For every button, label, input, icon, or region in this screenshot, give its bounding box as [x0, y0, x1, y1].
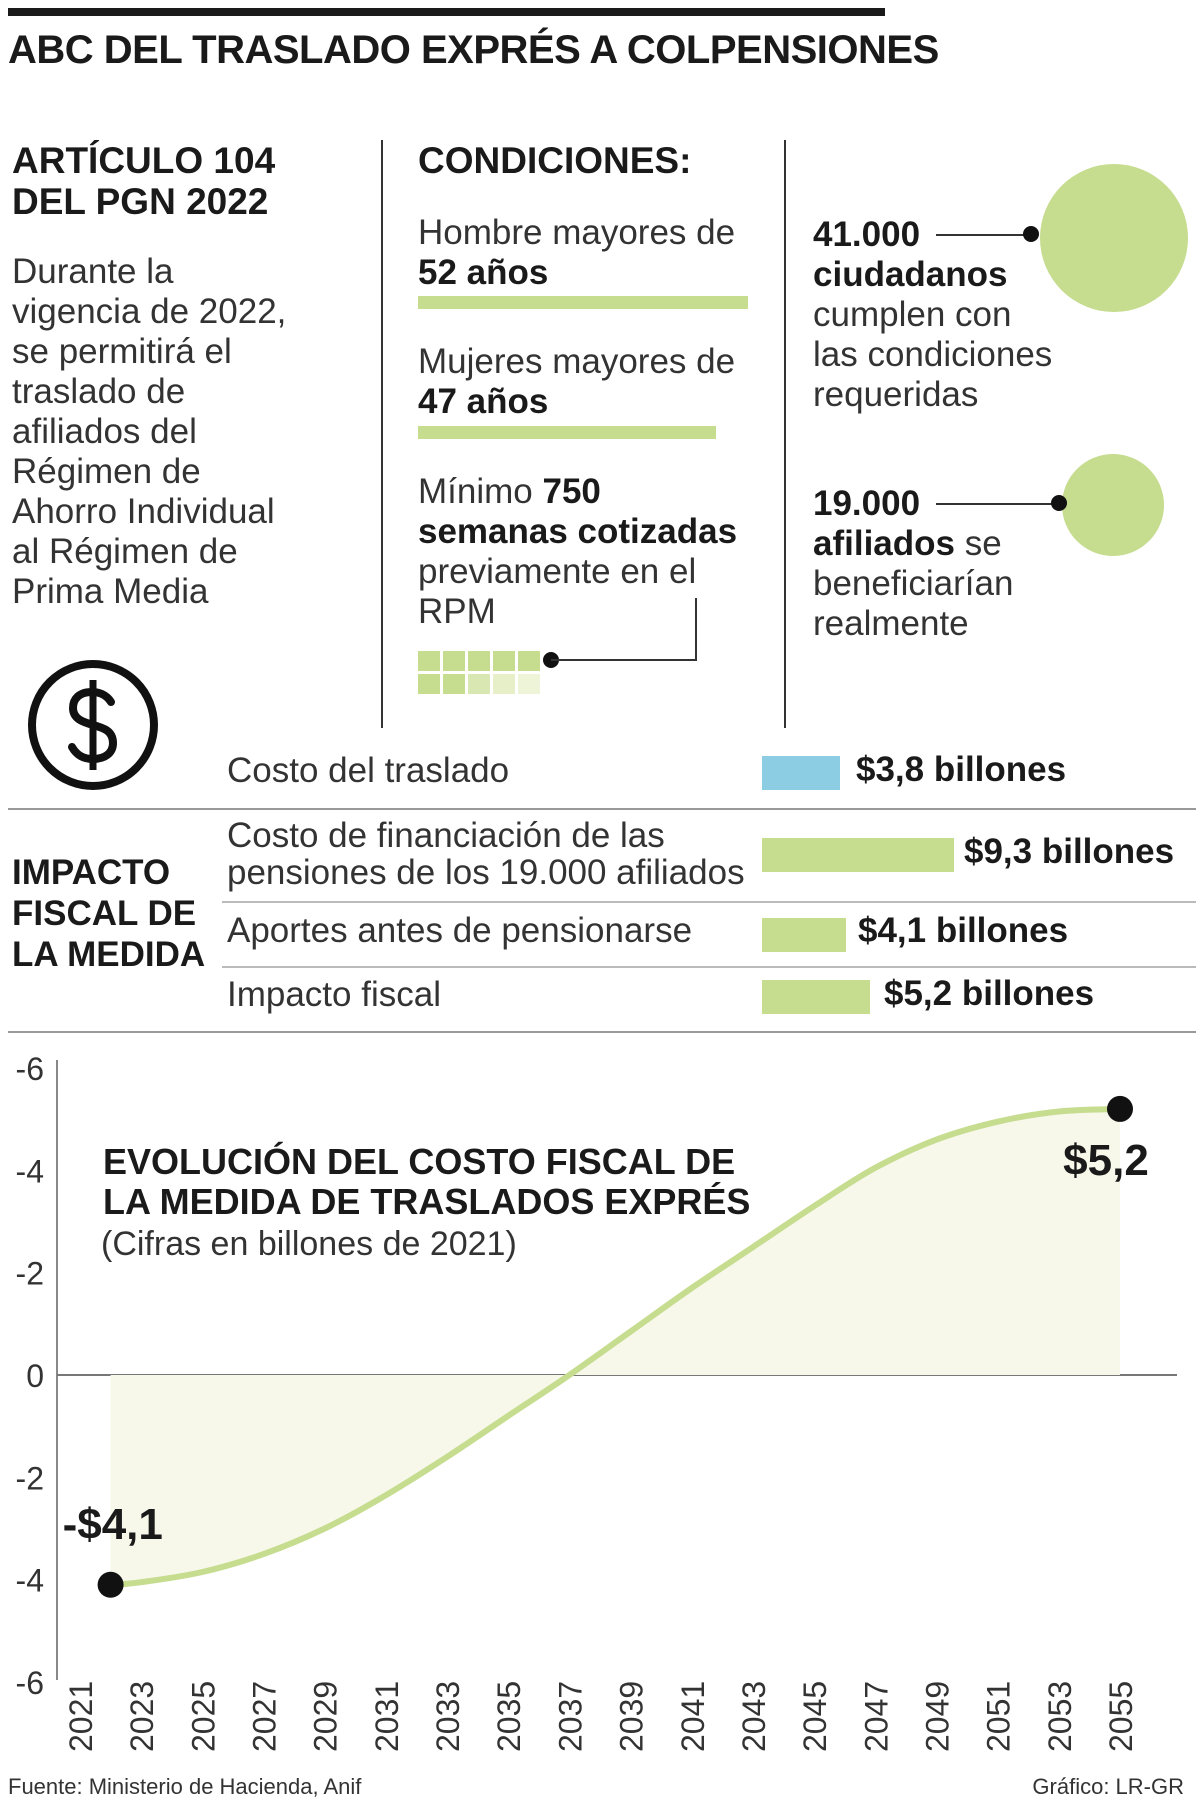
x-tick-label: 2049 — [920, 1681, 956, 1752]
cost-value-3: $4,1 billones — [858, 911, 1069, 950]
cost-bar-1 — [762, 756, 840, 790]
cost-row-label-1: Costo del traslado — [227, 751, 510, 790]
cost-row-label-4: Impacto fiscal — [227, 975, 441, 1014]
condition-men: Hombre mayores de 52 años — [418, 213, 736, 292]
chart-series-line — [110, 1105, 1121, 1588]
dollar-circle-icon — [28, 660, 158, 790]
stat-41000: 41.000 ciudadanos cumplen con las condic… — [813, 215, 1053, 414]
x-tick-label: 2039 — [614, 1681, 650, 1752]
cost-evolution-chart: -6 -4 -2 0 -2 -4 -6 -$4,1 $5,2 EVOLUCIÓN DEL C… — [16, 1051, 1177, 1752]
x-tick-label: 2035 — [491, 1681, 527, 1752]
x-axis-ticks: 2021 2023 2025 2027 2029 2031 2033 2035 2037 2039… — [63, 1681, 1139, 1752]
x-tick-label: 2053 — [1042, 1681, 1078, 1752]
stat2-leader-dot — [1051, 495, 1067, 511]
graphic-credit: Gráfico: LR-GR — [1032, 1774, 1184, 1799]
condition-women: Mujeres mayores de 47 años — [418, 342, 736, 421]
weeks-leader-line — [551, 659, 697, 661]
condition-women-bar — [418, 426, 716, 439]
start-value-label: -$4,1 — [63, 1500, 163, 1549]
stat1-leader-dot — [1023, 226, 1039, 242]
page-title: ABC DEL TRASLADO EXPRÉS A COLPENSIONES — [8, 28, 939, 72]
x-tick-label: 2029 — [308, 1681, 344, 1752]
cost-value-1: $3,8 billones — [856, 750, 1067, 789]
x-tick-label: 2031 — [369, 1681, 405, 1752]
start-point — [97, 1571, 124, 1598]
cost-bar-2 — [762, 838, 954, 872]
chart-subtitle: (Cifras en billones de 2021) — [101, 1225, 517, 1263]
chart-area-fill — [110, 1108, 1121, 1585]
source-note: Fuente: Ministerio de Hacienda, Anif — [8, 1774, 362, 1799]
weeks-leader-vertical — [695, 598, 697, 661]
condition-men-bar — [418, 296, 748, 309]
x-tick-label: 2025 — [185, 1681, 221, 1752]
article-text: Durante la vigencia de 2022, se permitir… — [12, 252, 287, 611]
x-tick-label: 2041 — [675, 1681, 711, 1752]
y-axis-ticks: -6 -4 -2 0 -2 -4 -6 — [16, 1051, 44, 1701]
cost-value-4: $5,2 billones — [884, 974, 1095, 1013]
divider-cost-3 — [222, 966, 1196, 968]
end-point — [1107, 1095, 1133, 1122]
x-tick-label: 2045 — [797, 1681, 833, 1752]
cost-row-label-2: Costo de financiación de las pensiones d… — [227, 816, 745, 892]
x-tick-label: 2051 — [981, 1681, 1017, 1752]
x-tick-label: 2047 — [858, 1681, 894, 1752]
x-tick-label: 2023 — [124, 1681, 160, 1752]
stat2-leader-line — [936, 503, 1056, 505]
x-tick-label: 2055 — [1103, 1681, 1139, 1752]
column-divider-2 — [784, 140, 786, 728]
stat-19000: 19.000 afiliados se beneficiarían realme… — [813, 484, 1014, 643]
conditions-heading: CONDICIONES: — [418, 140, 692, 181]
y-tick-label: -2 — [16, 1460, 44, 1496]
y-tick-label: -4 — [16, 1153, 44, 1189]
x-tick-label: 2021 — [63, 1681, 99, 1752]
calendar-grid-icon — [418, 651, 540, 694]
chart-title-line1: EVOLUCIÓN DEL COSTO FISCAL DE — [103, 1140, 735, 1182]
x-tick-label: 2037 — [552, 1681, 588, 1752]
divider-cost-4 — [8, 1031, 1196, 1033]
end-value-label: $5,2 — [1063, 1136, 1149, 1185]
cost-bar-3 — [762, 918, 846, 952]
x-tick-label: 2043 — [736, 1681, 772, 1752]
column-divider-1 — [381, 140, 383, 728]
cost-bar-4 — [762, 980, 870, 1014]
y-tick-label: -2 — [16, 1256, 44, 1292]
divider-cost-1 — [8, 808, 1196, 810]
condition-weeks: Mínimo 750 semanas cotizadas previamente… — [418, 472, 738, 631]
stat1-leader-line — [936, 234, 1032, 236]
y-tick-label: -6 — [16, 1665, 44, 1701]
circle-19000 — [1062, 454, 1164, 556]
cost-value-2: $9,3 billones — [964, 832, 1175, 871]
x-tick-label: 2027 — [247, 1681, 283, 1752]
chart-title-line2: LA MEDIDA DE TRASLADOS EXPRÉS — [103, 1181, 750, 1222]
article-heading: ARTÍCULO 104 DEL PGN 2022 — [12, 140, 276, 222]
impact-title: IMPACTO FISCAL DE LA MEDIDA — [12, 853, 206, 974]
cost-row-label-3: Aportes antes de pensionarse — [227, 911, 693, 950]
y-tick-label: 0 — [26, 1358, 44, 1394]
top-rule — [8, 8, 885, 16]
y-tick-label: -4 — [16, 1563, 44, 1599]
x-tick-label: 2033 — [430, 1681, 466, 1752]
divider-cost-2 — [222, 901, 1196, 903]
circle-41000 — [1040, 164, 1188, 312]
y-tick-label: -6 — [16, 1051, 44, 1087]
